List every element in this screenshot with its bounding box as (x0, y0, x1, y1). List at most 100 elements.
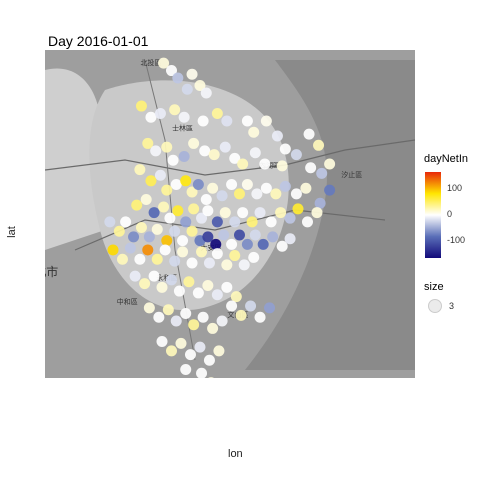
station-point[interactable] (200, 87, 212, 99)
station-point[interactable] (324, 184, 336, 196)
station-point[interactable] (188, 319, 200, 331)
station-point[interactable] (290, 188, 302, 200)
station-point[interactable] (276, 240, 288, 252)
station-point[interactable] (200, 193, 212, 205)
station-point[interactable] (229, 250, 241, 262)
station-point[interactable] (175, 337, 187, 349)
station-point[interactable] (161, 235, 173, 247)
station-point[interactable] (148, 207, 160, 219)
station-point[interactable] (245, 300, 257, 312)
station-point[interactable] (237, 207, 249, 219)
station-point[interactable] (211, 248, 223, 260)
station-point[interactable] (290, 149, 302, 161)
station-point[interactable] (219, 207, 231, 219)
station-point[interactable] (203, 354, 215, 366)
station-point[interactable] (162, 304, 174, 316)
station-point[interactable] (161, 141, 173, 153)
station-point[interactable] (324, 158, 336, 170)
station-point[interactable] (233, 188, 245, 200)
station-point[interactable] (196, 367, 208, 378)
station-point[interactable] (153, 311, 165, 323)
station-point[interactable] (180, 175, 192, 187)
station-point[interactable] (194, 341, 206, 353)
station-point[interactable] (151, 253, 163, 265)
station-point[interactable] (135, 222, 147, 234)
station-point[interactable] (194, 80, 206, 92)
station-point[interactable] (169, 255, 181, 267)
station-point[interactable] (305, 162, 317, 174)
station-point[interactable] (208, 149, 220, 161)
station-point[interactable] (270, 188, 282, 200)
station-point[interactable] (213, 345, 225, 357)
station-point[interactable] (300, 182, 312, 194)
station-point[interactable] (233, 229, 245, 241)
station-point[interactable] (279, 143, 291, 155)
station-point[interactable] (211, 108, 223, 120)
station-point[interactable] (301, 216, 313, 228)
station-point[interactable] (184, 349, 196, 361)
station-point[interactable] (241, 179, 253, 191)
station-point[interactable] (211, 216, 223, 228)
station-point[interactable] (313, 139, 325, 151)
station-point[interactable] (151, 223, 163, 235)
station-point[interactable] (275, 207, 287, 219)
station-point[interactable] (139, 278, 151, 290)
map-plot[interactable]: 新北市汐止區內湖區大安區文山區中和區永和區士林區北投區 121.50121.55… (45, 0, 415, 378)
station-point[interactable] (165, 345, 177, 357)
station-point[interactable] (131, 199, 143, 211)
station-point[interactable] (150, 145, 162, 157)
station-point[interactable] (159, 244, 171, 256)
station-point[interactable] (128, 231, 140, 243)
station-point[interactable] (316, 167, 328, 179)
station-point[interactable] (135, 100, 147, 112)
station-point[interactable] (113, 225, 125, 237)
station-point[interactable] (180, 216, 192, 228)
station-point[interactable] (314, 197, 326, 209)
station-point[interactable] (134, 253, 146, 265)
station-point[interactable] (229, 216, 241, 228)
station-point[interactable] (241, 238, 253, 250)
station-point[interactable] (216, 315, 228, 327)
station-point[interactable] (143, 231, 155, 243)
station-point[interactable] (170, 315, 182, 327)
station-point[interactable] (260, 115, 272, 127)
station-point[interactable] (156, 336, 168, 348)
station-point[interactable] (178, 151, 190, 163)
station-point[interactable] (165, 65, 177, 77)
station-point[interactable] (154, 169, 166, 181)
station-point[interactable] (140, 193, 152, 205)
station-point[interactable] (143, 302, 155, 314)
station-point[interactable] (257, 238, 269, 250)
station-point[interactable] (177, 235, 189, 247)
station-point[interactable] (161, 184, 173, 196)
station-point[interactable] (172, 205, 184, 217)
station-point[interactable] (154, 108, 166, 120)
station-point[interactable] (238, 259, 250, 271)
station-point[interactable] (145, 111, 157, 123)
station-point[interactable] (276, 160, 288, 172)
station-point[interactable] (311, 207, 323, 219)
station-point[interactable] (303, 128, 315, 140)
station-point[interactable] (202, 231, 214, 243)
station-point[interactable] (207, 322, 219, 334)
station-point[interactable] (265, 216, 277, 228)
station-point[interactable] (158, 201, 170, 213)
station-point[interactable] (267, 231, 279, 243)
station-point[interactable] (142, 137, 154, 149)
station-point[interactable] (172, 72, 184, 84)
station-point[interactable] (197, 311, 209, 323)
station-point[interactable] (203, 257, 215, 269)
station-point[interactable] (158, 57, 170, 69)
station-point[interactable] (134, 164, 146, 176)
station-point[interactable] (116, 253, 128, 265)
station-point[interactable] (226, 179, 238, 191)
station-point[interactable] (192, 287, 204, 299)
station-point[interactable] (183, 276, 195, 288)
station-point[interactable] (180, 364, 192, 376)
station-point[interactable] (211, 289, 223, 301)
station-point[interactable] (218, 229, 230, 241)
station-point[interactable] (260, 182, 272, 194)
station-point[interactable] (226, 238, 238, 250)
station-point[interactable] (264, 302, 276, 314)
station-point[interactable] (196, 212, 208, 224)
